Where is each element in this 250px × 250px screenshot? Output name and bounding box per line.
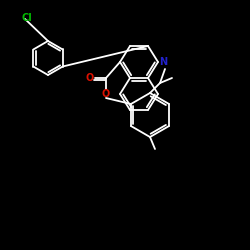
Text: N: N: [159, 57, 167, 67]
Text: O: O: [102, 89, 110, 99]
Text: O: O: [86, 73, 94, 83]
Text: Cl: Cl: [22, 13, 33, 23]
